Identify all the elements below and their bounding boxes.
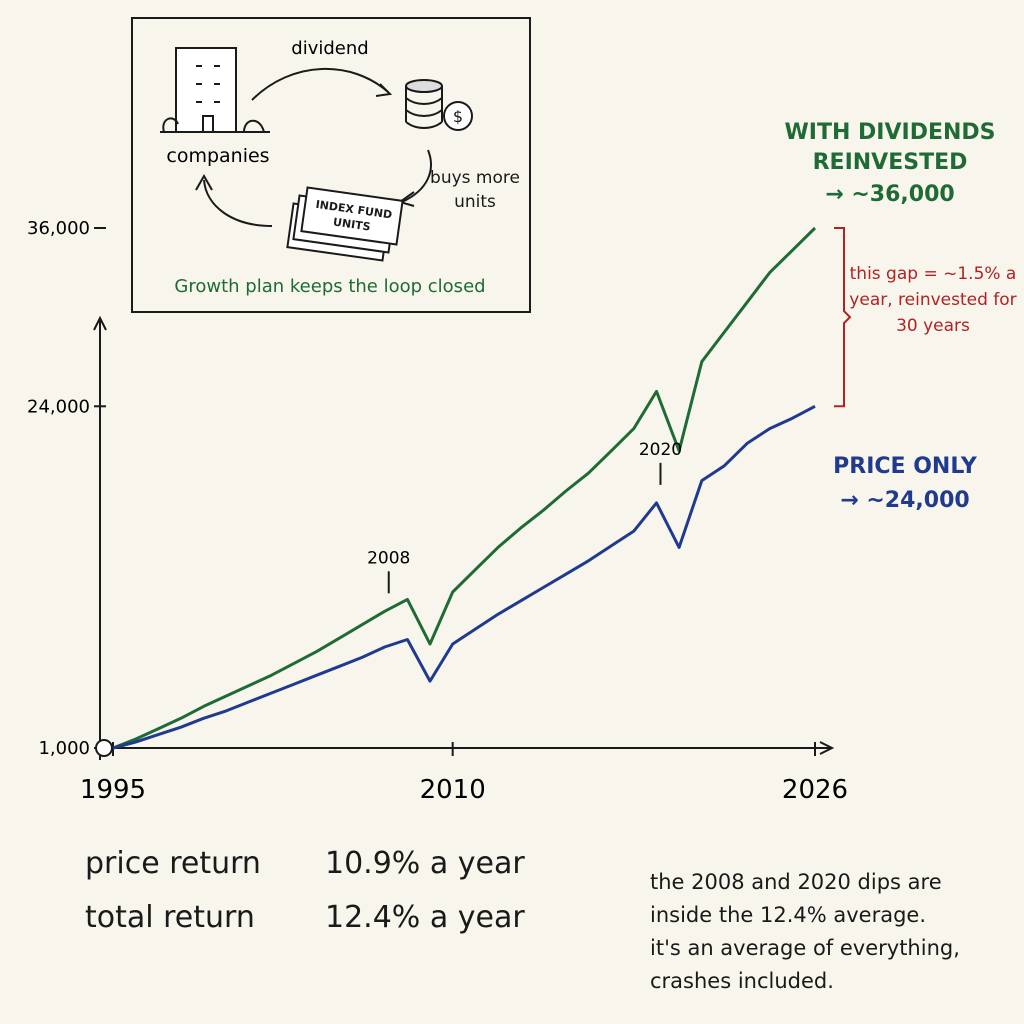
annotation: 2008: [367, 548, 410, 568]
inset-frame: [131, 17, 531, 313]
gap-bracket: [834, 227, 852, 408]
series-line: [112, 404, 816, 750]
inset-text-box: buys more units: [430, 168, 520, 212]
y-tick-label: 36,000: [27, 218, 90, 239]
note-line: inside the 12.4% average.: [650, 903, 927, 927]
summary-value: 12.4% a year: [325, 900, 525, 935]
inset-caption: Growth plan keeps the loop closed: [174, 276, 485, 297]
dollar-coin: [443, 101, 473, 131]
series-label: PRICE ONLY: [833, 454, 977, 479]
inset: $: [131, 17, 531, 313]
note: the 2008 and 2020 dips are inside the 12.…: [650, 866, 960, 998]
arrow-head: [375, 83, 393, 97]
inset-text: buys more units: [430, 168, 520, 212]
inset-text: dividend: [291, 38, 368, 59]
dollar-sign: $: [453, 107, 463, 126]
card: [300, 186, 404, 246]
gap-note: this gap = ~1.5% a year, reinvested for …: [849, 264, 1017, 337]
x-tick-label: 2026: [782, 775, 848, 805]
axes: [93, 315, 835, 760]
summary-value: 10.9% a year: [325, 846, 525, 881]
origin: [95, 739, 113, 757]
arrow: [203, 179, 273, 227]
arrow-head: [195, 173, 213, 191]
series-label: WITH DIVIDENDS REINVESTED: [784, 120, 996, 175]
x-tick-label: 1995: [80, 775, 146, 805]
note-line: it's an average of everything,: [650, 936, 960, 960]
series-end-label: → ~24,000: [840, 488, 970, 513]
building-windows: [196, 65, 220, 132]
coin-stack: [405, 86, 443, 129]
arrow: [401, 149, 432, 203]
summary-label: price return: [85, 846, 261, 881]
annotation: 2020: [639, 440, 682, 460]
note-line: the 2008 and 2020 dips are: [650, 870, 942, 894]
series-line: [112, 226, 817, 750]
y-tick-label: 1,000: [38, 738, 90, 759]
x-tick-label: 2010: [420, 775, 486, 805]
y-tick-label: 24,000: [27, 396, 90, 417]
series-end-label: → ~36,000: [825, 182, 955, 207]
x-axis: [100, 741, 835, 755]
arrow: [251, 67, 389, 101]
note-line: crashes included.: [650, 969, 834, 993]
bushes: [160, 117, 270, 133]
summary-label: total return: [85, 900, 255, 935]
inset-text: companies: [166, 145, 269, 167]
y-axis: [93, 315, 107, 760]
building-icon: [175, 47, 237, 133]
coins-icon: [405, 79, 443, 93]
